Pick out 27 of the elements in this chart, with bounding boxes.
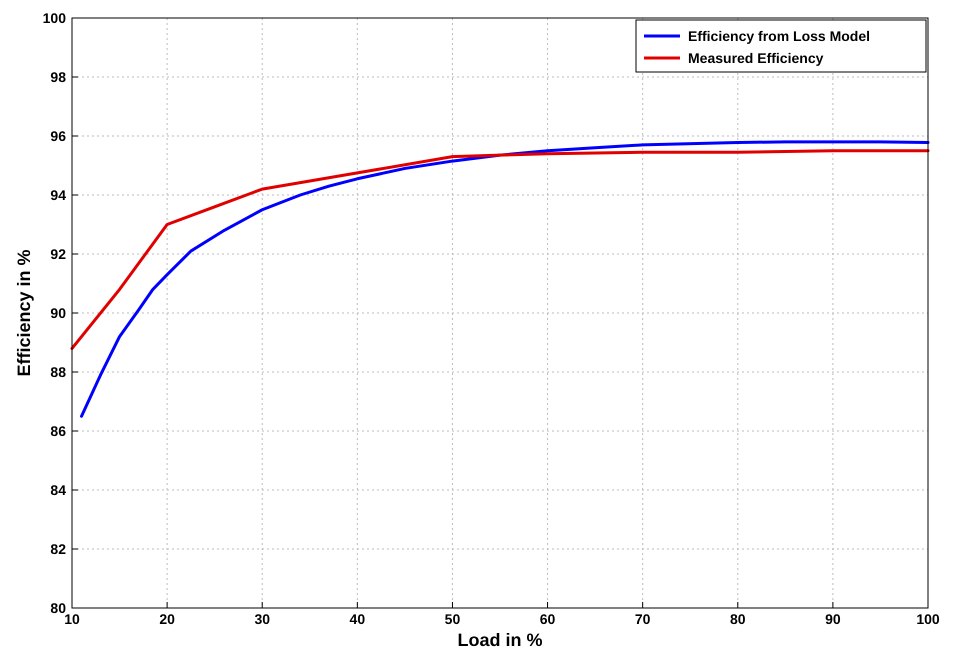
x-axis-title: Load in % <box>458 630 542 650</box>
x-tick-label: 50 <box>444 611 460 627</box>
x-tick-label: 60 <box>540 611 556 627</box>
x-tick-label: 70 <box>634 611 651 627</box>
y-tick-label: 82 <box>50 540 66 557</box>
legend-label: Efficiency from Loss Model <box>688 28 870 44</box>
y-tick-label: 96 <box>50 128 66 144</box>
y-tick-label: 80 <box>50 600 66 616</box>
y-tick-label: 90 <box>50 304 66 321</box>
x-tick-label: 10 <box>64 611 80 627</box>
line-series <box>80 140 930 418</box>
y-axis-title: Efficiency in % <box>14 249 34 377</box>
x-tick-label: 100 <box>916 611 940 627</box>
y-tick-label: 100 <box>42 10 66 26</box>
x-tick-label: 40 <box>350 611 366 627</box>
y-tick-label: 92 <box>50 246 66 262</box>
x-tick-label: 90 <box>825 611 841 627</box>
y-tick-label: 98 <box>50 68 66 85</box>
y-tick-label: 84 <box>50 482 66 498</box>
x-tick-label: 20 <box>159 611 176 627</box>
y-tick-label: 86 <box>50 422 66 439</box>
y-tick-label: 88 <box>50 364 66 380</box>
x-tick-label: 30 <box>254 611 270 627</box>
legend-label: Measured Efficiency <box>688 50 824 66</box>
x-tick-label: 80 <box>730 611 746 627</box>
y-tick-label: 94 <box>50 186 66 203</box>
line-series <box>70 149 930 350</box>
